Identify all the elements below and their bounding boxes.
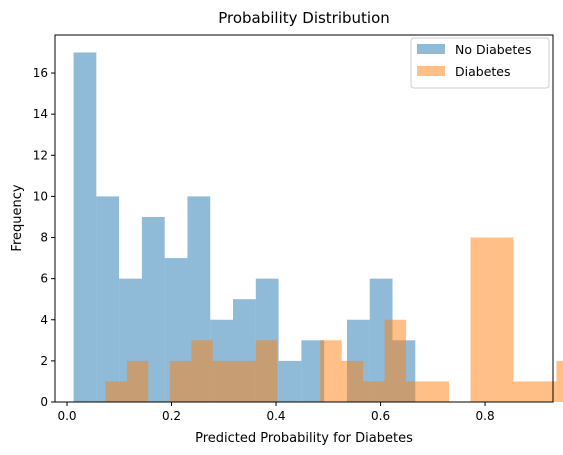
plot-frame <box>54 34 554 403</box>
bar-no-diabetes-9 <box>278 360 302 402</box>
bar-diabetes-14 <box>406 381 428 402</box>
y-tick-label: 12 <box>33 148 48 162</box>
legend-box <box>410 37 550 89</box>
legend: No Diabetes Diabetes <box>410 37 550 89</box>
bar-diabetes-0 <box>105 381 127 402</box>
bar-diabetes-17 <box>470 237 493 402</box>
legend-label-no-diabetes: No Diabetes <box>455 42 531 57</box>
bar-diabetes-10 <box>320 340 342 402</box>
bars-layer <box>73 52 563 402</box>
y-tick-label: 6 <box>40 272 48 286</box>
chart-title: Probability Distribution <box>218 9 390 27</box>
bar-no-diabetes-3 <box>141 216 165 402</box>
bar-diabetes-4 <box>191 340 213 402</box>
y-tick-label: 16 <box>33 66 48 80</box>
y-tick-label: 8 <box>40 231 48 245</box>
legend-swatch-no-diabetes <box>417 44 445 54</box>
bar-no-diabetes-10 <box>301 340 325 402</box>
y-axis-label: Frequency <box>10 184 25 251</box>
x-axis-label: Predicted Probability for Diabetes <box>195 431 413 446</box>
x-tick-label: 0.2 <box>162 409 181 423</box>
bar-diabetes-18 <box>492 237 514 402</box>
x-tick-label: 0.6 <box>371 409 390 423</box>
bar-diabetes-11 <box>341 360 364 402</box>
bar-diabetes-20 <box>534 381 557 402</box>
y-tick-label: 14 <box>33 107 48 121</box>
y-tick-label: 10 <box>33 189 48 203</box>
y-tick-label: 4 <box>40 313 48 327</box>
y-axis: 0 2 4 6 8 10 12 14 16 <box>33 66 55 409</box>
x-tick-label: 0.4 <box>266 409 285 423</box>
bar-diabetes-3 <box>169 360 192 402</box>
bar-no-diabetes-1 <box>96 196 120 402</box>
bar-no-diabetes-0 <box>73 52 97 402</box>
bar-diabetes-15 <box>427 381 450 402</box>
bar-diabetes-21 <box>556 360 563 402</box>
bar-diabetes-6 <box>234 360 256 402</box>
bar-diabetes-7 <box>255 340 278 402</box>
bar-diabetes-1 <box>126 360 149 402</box>
y-tick-label: 2 <box>40 354 48 368</box>
x-axis: 0.0 0.2 0.4 0.6 0.8 <box>57 402 495 423</box>
legend-label-diabetes: Diabetes <box>455 64 511 79</box>
bar-diabetes-5 <box>212 360 235 402</box>
bar-diabetes-13 <box>384 319 407 402</box>
legend-swatch-diabetes <box>417 66 445 76</box>
y-tick-label: 0 <box>40 395 48 409</box>
x-tick-label: 0.8 <box>476 409 495 423</box>
bar-diabetes-19 <box>513 381 535 402</box>
bar-diabetes-12 <box>363 381 385 402</box>
x-tick-label: 0.0 <box>57 409 76 423</box>
